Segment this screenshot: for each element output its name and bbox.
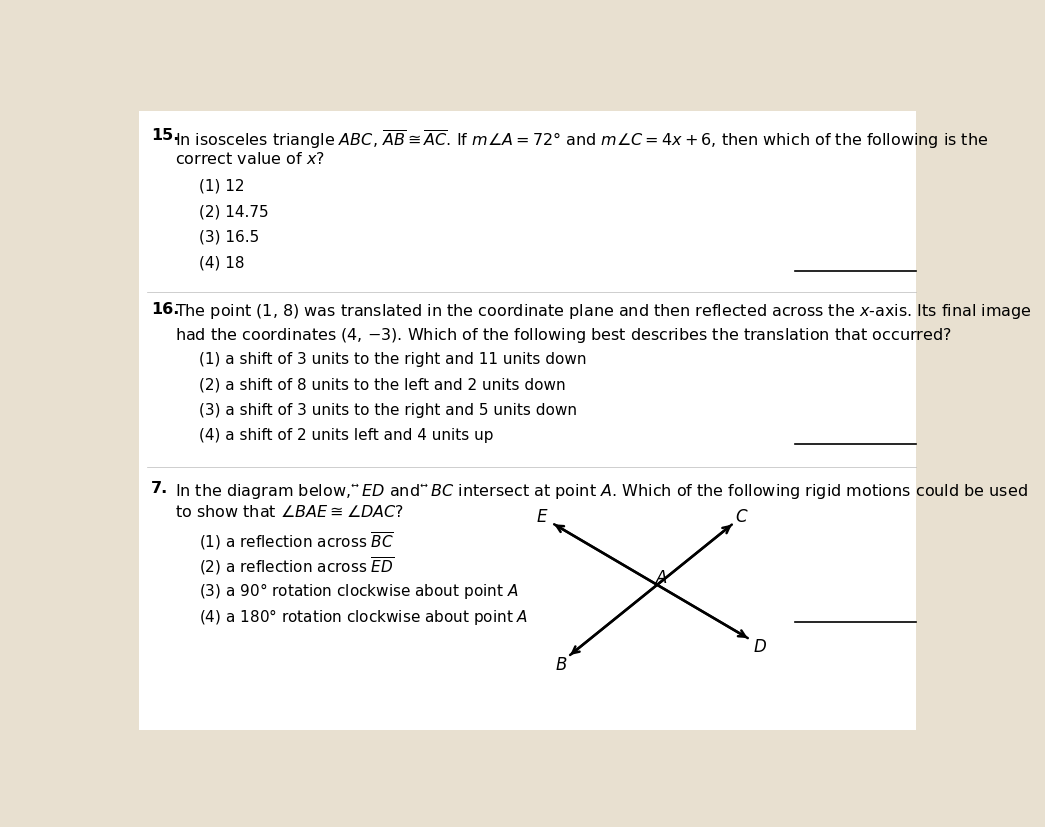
Text: 15.: 15. bbox=[150, 128, 180, 143]
Text: (3) a shift of 3 units to the right and 5 units down: (3) a shift of 3 units to the right and … bbox=[200, 403, 578, 418]
Text: (4) 18: (4) 18 bbox=[200, 255, 245, 270]
Text: $C$: $C$ bbox=[736, 508, 749, 526]
FancyBboxPatch shape bbox=[139, 112, 916, 729]
Text: $B$: $B$ bbox=[555, 656, 567, 673]
Text: (2) a reflection across $\overline{ED}$: (2) a reflection across $\overline{ED}$ bbox=[200, 555, 395, 576]
Text: $A$: $A$ bbox=[654, 568, 668, 586]
Text: 16.: 16. bbox=[150, 302, 180, 317]
Text: (1) 12: (1) 12 bbox=[200, 179, 245, 194]
Text: $E$: $E$ bbox=[536, 508, 549, 526]
Text: had the coordinates (4, $-$3). Which of the following best describes the transla: had the coordinates (4, $-$3). Which of … bbox=[176, 325, 952, 344]
Text: $D$: $D$ bbox=[752, 637, 767, 655]
Text: 7.: 7. bbox=[150, 480, 168, 495]
Text: (4) a 180° rotation clockwise about point $A$: (4) a 180° rotation clockwise about poin… bbox=[200, 606, 529, 626]
Text: (2) 14.75: (2) 14.75 bbox=[200, 204, 270, 219]
Text: (4) a shift of 2 units left and 4 units up: (4) a shift of 2 units left and 4 units … bbox=[200, 428, 494, 443]
Text: The point (1, 8) was translated in the coordinate plane and then reflected acros: The point (1, 8) was translated in the c… bbox=[176, 302, 1032, 321]
Text: (1) a shift of 3 units to the right and 11 units down: (1) a shift of 3 units to the right and … bbox=[200, 351, 587, 366]
Text: In isosceles triangle $ABC$, $\overline{AB} \cong \overline{AC}$. If $m\angle A : In isosceles triangle $ABC$, $\overline{… bbox=[176, 128, 989, 151]
Text: to show that $\angle BAE \cong \angle DAC$?: to show that $\angle BAE \cong \angle DA… bbox=[176, 503, 404, 519]
Text: correct value of $x$?: correct value of $x$? bbox=[176, 151, 325, 167]
Text: In the diagram below, $\overleftrightarrow{ED}$ and $\overleftrightarrow{BC}$ in: In the diagram below, $\overleftrightarr… bbox=[176, 480, 1028, 500]
Text: (3) a 90° rotation clockwise about point $A$: (3) a 90° rotation clockwise about point… bbox=[200, 581, 519, 600]
Text: (3) 16.5: (3) 16.5 bbox=[200, 230, 260, 245]
Text: (2) a shift of 8 units to the left and 2 units down: (2) a shift of 8 units to the left and 2… bbox=[200, 377, 566, 392]
Text: (1) a reflection across $\overline{BC}$: (1) a reflection across $\overline{BC}$ bbox=[200, 529, 394, 552]
